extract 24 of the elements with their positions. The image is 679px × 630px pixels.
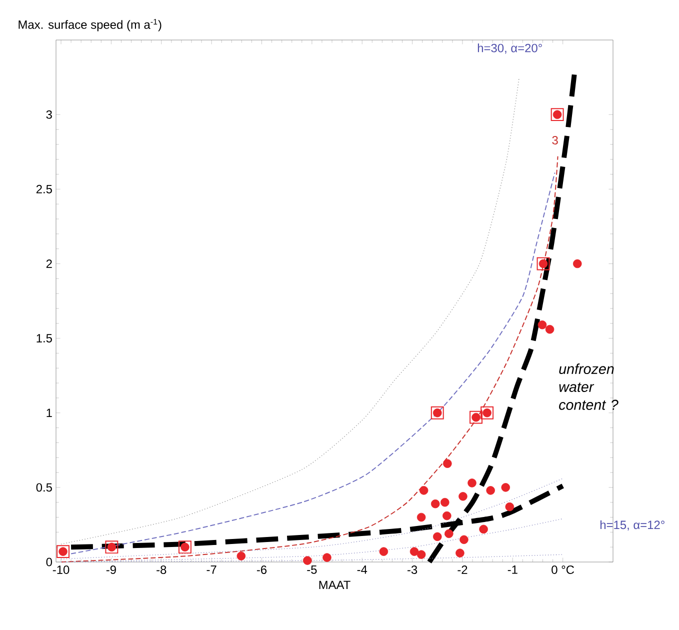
- x-tick-label: -6: [256, 566, 267, 574]
- x-tick-label: -5: [307, 566, 317, 574]
- y-tick-label: 2.5: [36, 184, 52, 194]
- x-tick-label: -7: [206, 566, 216, 574]
- y-tick-label: 1.5: [36, 334, 52, 342]
- y-tick-label: 0.5: [36, 483, 52, 492]
- annotation: h=30, α=20°: [478, 44, 542, 54]
- x-tick-label: -8: [156, 566, 166, 574]
- y-tick-label: 0: [46, 558, 52, 566]
- x-tick-label: 0 °C: [552, 566, 574, 574]
- annotation: 3: [552, 136, 558, 144]
- annotation: unfrozen water content ?: [559, 364, 618, 410]
- annotation: h=15, α=12°: [600, 520, 664, 531]
- x-tick-label: -9: [106, 566, 116, 574]
- y-tick-label: 3: [46, 110, 52, 119]
- x-axis-title: MAAT: [319, 580, 350, 590]
- x-tick-label: -3: [408, 566, 418, 574]
- y-tick-label: 2: [46, 260, 52, 268]
- x-tick-label: -1: [508, 566, 518, 574]
- y-axis-title: Max. surface speed (m a$^{-1}$): [18, 18, 162, 32]
- x-tick-label: -4: [357, 566, 368, 574]
- x-tick-label: -2: [458, 566, 468, 574]
- x-tick-label: -10: [52, 566, 70, 574]
- y-tick-label: 1: [46, 408, 52, 417]
